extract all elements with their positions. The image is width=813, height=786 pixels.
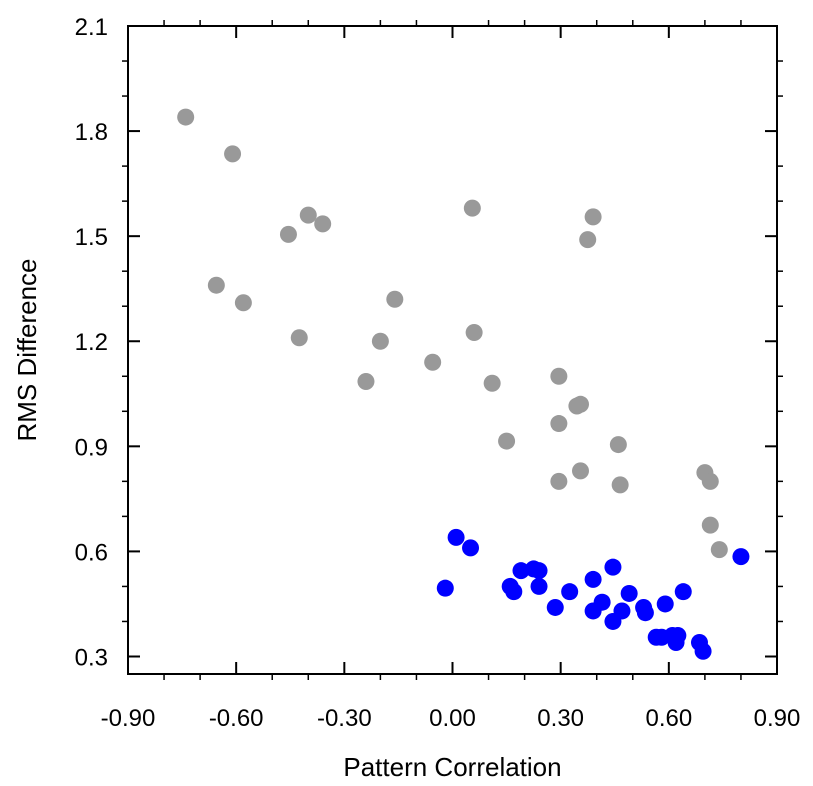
y-tick-label: 2.1 [75, 14, 108, 41]
blue-data-point [732, 548, 750, 566]
blue-data-point [604, 612, 622, 630]
gray-data-point [611, 476, 629, 494]
blue-data-point [512, 562, 530, 580]
gray-data-point [550, 367, 568, 385]
x-tick-label: -0.30 [317, 705, 372, 732]
blue-data-point [505, 583, 523, 601]
gray-data-point [234, 294, 252, 312]
gray-data-point [571, 462, 589, 480]
gray-data-point [483, 374, 501, 392]
blue-data-point [604, 558, 622, 576]
x-tick-label: 0.30 [537, 705, 584, 732]
gray-data-point [299, 206, 317, 224]
blue-data-point [584, 570, 602, 588]
gray-data-point [177, 108, 195, 126]
blue-data-point [620, 584, 638, 602]
gray-data-point [701, 472, 719, 490]
gray-data-point [386, 290, 404, 308]
gray-data-point [224, 145, 242, 163]
blue-data-point [656, 595, 674, 613]
y-tick-label: 1.2 [75, 329, 108, 356]
blue-data-point [546, 598, 564, 616]
y-tick-label: 0.9 [75, 434, 108, 461]
gray-data-point [279, 225, 297, 243]
gray-data-point [207, 276, 225, 294]
gray-data-point [463, 199, 481, 217]
y-tick-label: 0.6 [75, 539, 108, 566]
y-tick-label: 0.3 [75, 644, 108, 671]
gray-data-point [371, 332, 389, 350]
gray-data-point [710, 541, 728, 559]
gray-data-point [498, 432, 516, 450]
gray-data-point [609, 436, 627, 454]
blue-data-point [674, 583, 692, 601]
x-tick-label: -0.60 [209, 705, 264, 732]
gray-data-point [424, 353, 442, 371]
blue-data-point [447, 528, 465, 546]
gray-data-point [290, 329, 308, 347]
blue-data-point [694, 642, 712, 660]
blue-data-point [636, 604, 654, 622]
blue-data-point [593, 593, 611, 611]
blue-data-point [530, 577, 548, 595]
points-layer [177, 108, 750, 660]
x-axis-title: Pattern Correlation [343, 752, 561, 782]
gray-data-point [314, 215, 332, 233]
ticks-layer [122, 20, 783, 680]
gray-data-point [550, 472, 568, 490]
gray-data-point [584, 208, 602, 226]
y-tick-label: 1.8 [75, 119, 108, 146]
blue-data-point [462, 539, 480, 557]
tick-labels-layer: -0.90 -0.60 -0.30 0.00 0.30 0.60 0.90 0.3 0.6 0.9… [75, 14, 801, 732]
x-tick-label: 0.00 [429, 705, 476, 732]
gray-data-point [465, 323, 483, 341]
gray-data-point [357, 373, 375, 391]
blue-data-point [530, 562, 548, 580]
gray-data-point [571, 395, 589, 413]
y-axis-title: RMS Difference [12, 258, 42, 441]
gray-data-point [701, 516, 719, 534]
plot-frame [127, 25, 778, 675]
x-tick-label: 0.60 [645, 705, 692, 732]
blue-data-point [667, 633, 685, 651]
x-tick-label: 0.90 [754, 705, 801, 732]
blue-data-point [561, 583, 579, 601]
y-tick-label: 1.5 [75, 224, 108, 251]
blue-data-point [436, 579, 454, 597]
x-tick-label: -0.90 [101, 705, 156, 732]
gray-data-point [579, 231, 597, 249]
gray-data-point [550, 415, 568, 433]
